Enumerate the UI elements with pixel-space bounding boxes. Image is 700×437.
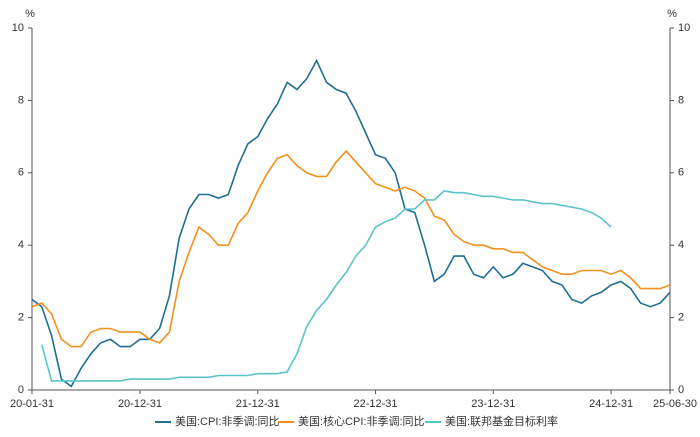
y-tick-label: 10 <box>12 22 24 34</box>
legend-label: 美国:联邦基金目标利率 <box>445 414 558 428</box>
legend-label: 美国:核心CPI:非季调:同比 <box>298 414 425 428</box>
series-line <box>31 58 671 388</box>
y-tick-label: 4 <box>18 239 24 251</box>
x-tick-label: 20-12-31 <box>118 398 162 410</box>
y-unit: % <box>25 8 35 20</box>
x-tick-label: 23-12-31 <box>471 398 515 410</box>
y2-unit: % <box>667 8 677 20</box>
series-line <box>31 149 671 348</box>
y2-tick-label: 0 <box>678 384 684 396</box>
y-tick-label: 0 <box>18 384 24 396</box>
y2-tick-label: 6 <box>678 167 684 179</box>
x-tick-label: 24-12-31 <box>589 398 633 410</box>
y-tick-label: 2 <box>18 312 24 324</box>
y2-tick-label: 4 <box>678 239 684 251</box>
x-tick-label: 25-06-30 <box>653 398 697 410</box>
y-tick-label: 6 <box>18 167 24 179</box>
y2-tick-label: 10 <box>678 22 690 34</box>
x-tick-label: 20-01-31 <box>10 398 54 410</box>
series-line <box>41 190 612 382</box>
legend-label: 美国:CPI:非季调:同比 <box>175 415 280 428</box>
y-tick-label: 8 <box>18 94 24 106</box>
y2-tick-label: 8 <box>678 94 684 106</box>
x-tick-label: 21-12-31 <box>236 398 280 410</box>
x-tick-label: 22-12-31 <box>354 398 398 410</box>
y2-tick-label: 2 <box>678 312 684 324</box>
